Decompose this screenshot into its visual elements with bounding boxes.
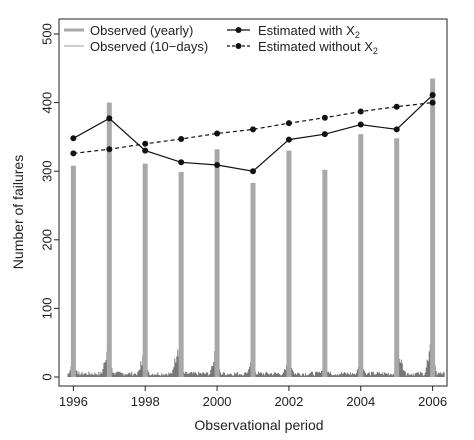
point-estimated-without-1998 (142, 140, 149, 147)
legend-marker-estimated-with (235, 27, 242, 33)
point-estimated-with-1997 (106, 115, 113, 122)
x-axis-label: Observational period (194, 417, 323, 433)
bar-yearly-1999 (178, 171, 184, 377)
point-estimated-with-1996 (70, 135, 77, 142)
y-tick-label-3: 300 (40, 160, 55, 182)
legend-marker-estimated-without (235, 43, 242, 49)
legend-label-estimated-without-sub: 2 (373, 46, 378, 56)
point-estimated-without-1999 (178, 135, 185, 142)
legend-label-estimated-with: Estimated with X2 (258, 23, 360, 40)
point-estimated-without-2006 (429, 99, 436, 106)
legend-label-estimated-without: Estimated without X2 (258, 39, 378, 56)
point-estimated-without-2005 (393, 103, 400, 110)
legend-label-observed-yearly: Observed (yearly) (90, 23, 193, 38)
bar-yearly-2000 (214, 149, 220, 377)
bar-yearly-1996 (70, 165, 76, 377)
x-tick-label-2: 2000 (203, 394, 232, 409)
point-estimated-with-2005 (393, 126, 400, 133)
plot-area: 0 100 200 300 400 500 1996 1998 2000 2002 2004 2006 (40, 18, 448, 409)
legend-label-estimated-with-text: Estimated with X (258, 23, 355, 38)
point-estimated-without-2003 (321, 114, 328, 121)
bar-yearly-1998 (142, 163, 148, 377)
point-estimated-with-2003 (321, 131, 328, 138)
x-tick-label-4: 2004 (346, 394, 375, 409)
legend-label-estimated-without-text: Estimated without X (258, 39, 373, 54)
bar-yearly-2001 (250, 182, 256, 377)
point-estimated-without-2001 (250, 126, 256, 133)
x-tick-label-1: 1998 (131, 394, 160, 409)
y-tick-label-0: 0 (40, 373, 55, 380)
point-estimated-with-1998 (142, 147, 149, 154)
x-tick-label-0: 1996 (59, 394, 88, 409)
bar-yearly-2002 (286, 150, 292, 377)
bar-yearly-2005 (394, 138, 400, 377)
point-estimated-with-2002 (285, 136, 292, 143)
bar-yearly-2004 (358, 134, 364, 377)
point-estimated-with-2000 (214, 162, 221, 169)
y-tick-label-4: 400 (40, 92, 55, 114)
point-estimated-without-1997 (106, 146, 113, 153)
bar-yearly-1997 (106, 102, 112, 377)
point-estimated-without-2000 (214, 130, 221, 137)
point-estimated-without-2002 (285, 120, 292, 127)
legend-label-estimated-with-sub: 2 (355, 30, 360, 40)
plot-frame (58, 18, 448, 387)
series-10days-spikes (67, 344, 445, 377)
bar-yearly-2006 (430, 78, 436, 377)
point-estimated-with-1999 (178, 159, 185, 166)
point-estimated-with-2006 (429, 92, 436, 99)
line-estimated-without (73, 102, 433, 154)
point-estimated-with-2001 (250, 168, 256, 175)
y-tick-label-5: 500 (40, 23, 55, 45)
point-estimated-without-1996 (70, 150, 77, 157)
x-tick-label-3: 2002 (274, 394, 303, 409)
point-estimated-without-2004 (357, 108, 364, 115)
y-axis-label: Number of failures (10, 155, 26, 269)
x-tick-label-5: 2006 (418, 394, 447, 409)
line-estimated-with (73, 94, 434, 172)
legend-label-observed-10days: Observed (10−days) (90, 39, 208, 54)
legend: Observed (yearly) Observed (10−days) Est… (64, 23, 378, 56)
bar-yearly-2003 (322, 169, 328, 377)
y-tick-label-2: 200 (40, 229, 55, 251)
y-tick-label-1: 100 (40, 298, 55, 320)
point-estimated-with-2004 (357, 121, 364, 128)
